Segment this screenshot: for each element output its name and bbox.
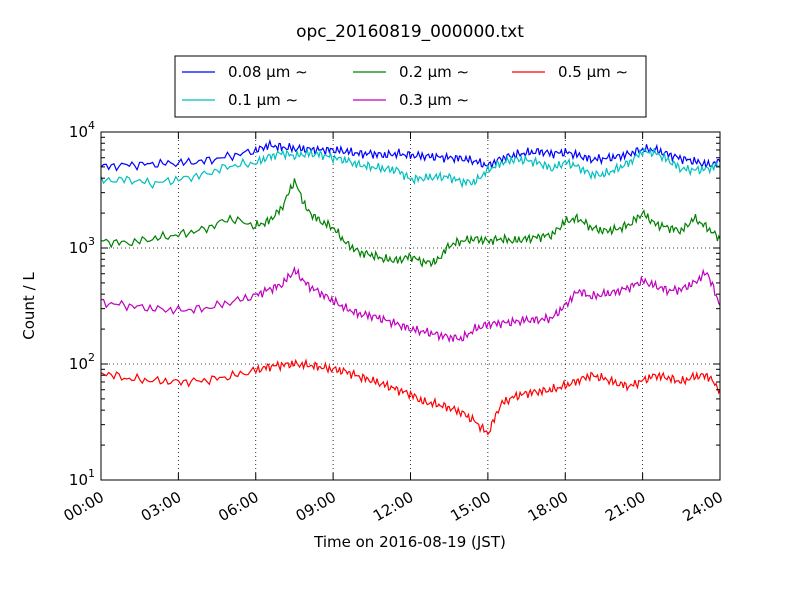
series-line <box>100 358 721 436</box>
y-tick-label: 101 <box>69 467 95 489</box>
series-line <box>100 147 721 190</box>
legend-entry: 0.1 μm ∼ <box>228 91 298 109</box>
legend-entry: 0.3 μm ∼ <box>399 91 469 109</box>
y-axis-label: Count / L <box>20 272 38 340</box>
series-line <box>100 265 721 344</box>
chart-title: opc_20160819_000000.txt <box>296 22 524 42</box>
legend: 0.08 μm ∼ 0.1 μm ∼ 0.2 μm ∼ 0.3 μm ∼ 0.5 μm … <box>174 55 647 118</box>
legend-box <box>174 55 647 118</box>
series-line <box>100 178 721 268</box>
x-axis-label: Time on 2016-08-19 (JST) <box>313 533 506 551</box>
legend-entry: 0.2 μm ∼ <box>399 63 469 81</box>
y-axis: 101 102 103 104 <box>69 119 720 489</box>
y-tick-label: 102 <box>69 351 95 373</box>
legend-entry: 0.08 μm ∼ <box>228 63 308 81</box>
series-line <box>100 138 721 172</box>
legend-entry: 0.5 μm ∼ <box>558 63 628 81</box>
y-tick-label: 103 <box>69 235 95 257</box>
y-tick-label: 104 <box>69 119 95 141</box>
series-lines <box>100 138 721 436</box>
